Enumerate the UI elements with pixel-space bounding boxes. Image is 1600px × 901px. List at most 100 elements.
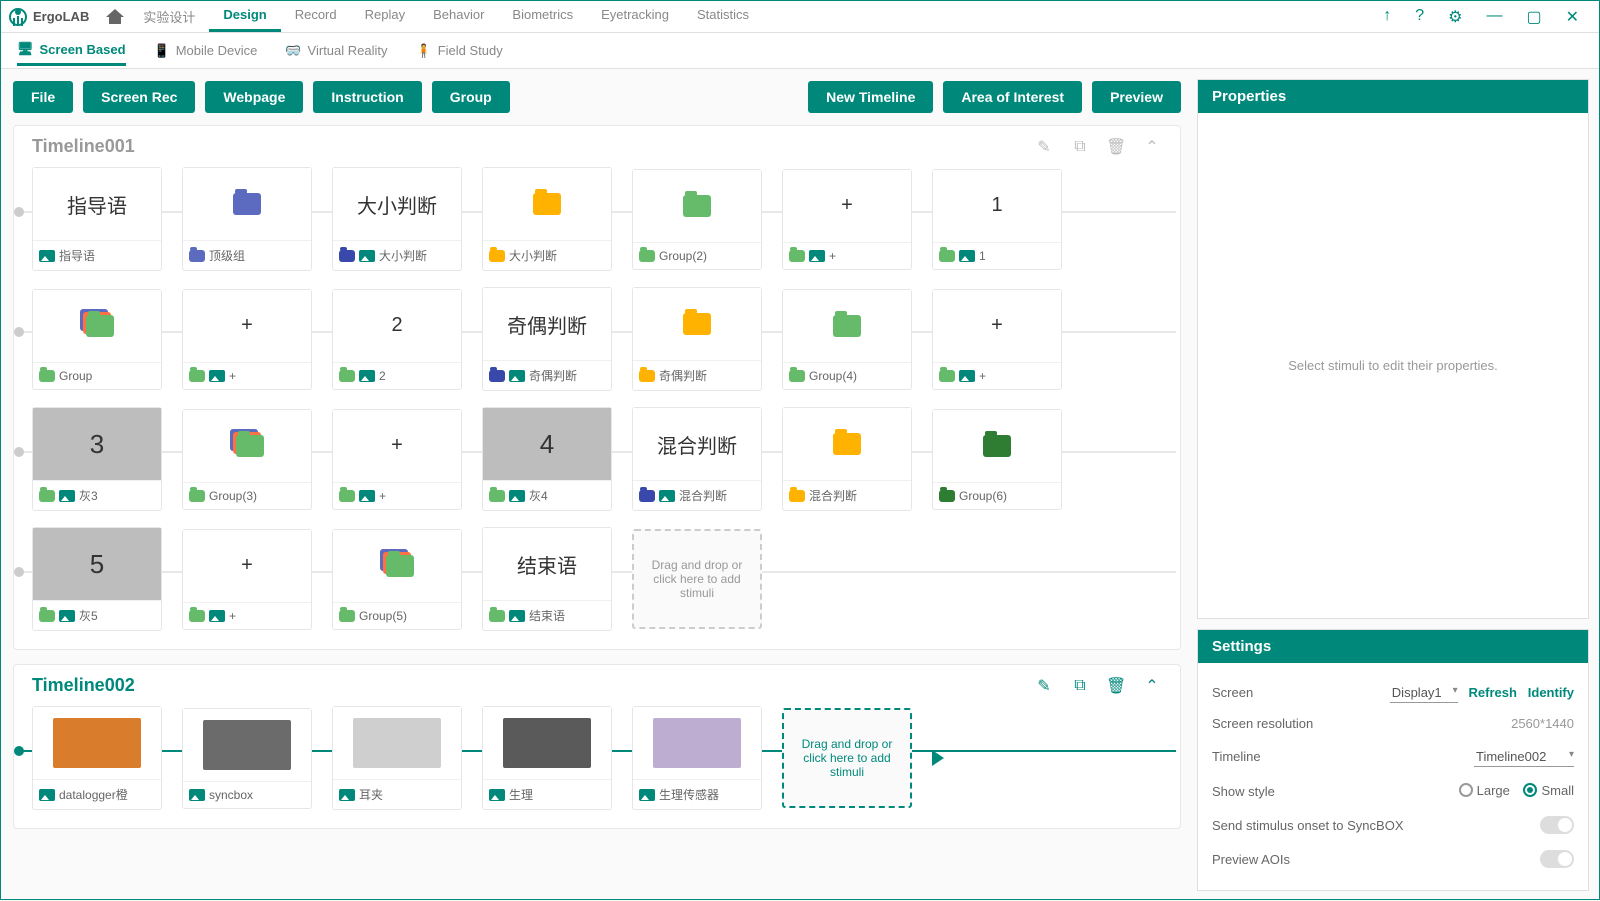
folder-icon [39,610,55,622]
stimulus-card[interactable]: Group(2) [632,169,762,270]
duplicate-icon[interactable]: ⧉ [1070,138,1090,156]
image-icon [189,789,205,801]
stimulus-card[interactable]: 顶级组 [182,167,312,271]
screen-label: Screen [1212,685,1253,700]
menu-item-replay[interactable]: Replay [351,1,419,32]
subtab-screen-based[interactable]: 🖥Screen Based [17,35,126,66]
stimulus-card[interactable]: Group(6) [932,409,1062,510]
card-label: 奇偶判断 [529,367,577,384]
instruction-button[interactable]: Instruction [313,81,421,113]
stimulus-card[interactable]: 混合判断 [782,407,912,511]
screen-rec-button[interactable]: Screen Rec [83,81,195,113]
folder-icon [339,250,355,262]
card-label: 灰3 [79,487,98,504]
stimulus-card[interactable]: 结束语结束语 [482,527,612,631]
preview-button[interactable]: Preview [1092,81,1181,113]
timeline-select[interactable]: Timeline002 [1474,747,1574,767]
stimulus-card[interactable]: 奇偶判断 [632,287,762,391]
image-icon [489,789,505,801]
stimulus-card[interactable]: 耳夹 [332,706,462,810]
card-label: datalogger橙 [59,786,128,803]
subtab-field-study[interactable]: 🧍Field Study [416,37,503,65]
syncbox-toggle[interactable] [1540,816,1574,834]
image-icon [209,610,225,622]
stimulus-card[interactable]: 生理传感器 [632,706,762,810]
folder-icon [833,433,861,455]
folder-icon [639,370,655,382]
menu-item-statistics[interactable]: Statistics [683,1,763,32]
stimulus-card[interactable]: Group(3) [182,409,312,510]
new-timeline-button[interactable]: New Timeline [808,81,933,113]
preview-aoi-toggle[interactable] [1540,850,1574,868]
collapse-icon[interactable]: ⌃ [1142,137,1162,157]
help-icon[interactable]: ? [1415,7,1424,27]
stimulus-card[interactable]: 5灰5 [32,527,162,631]
timeline-row: 指导语指导语顶级组大小判断大小判断大小判断Group(2)++11 [32,167,1162,271]
resolution-value: 2560*1440 [1511,716,1574,731]
menu-item-record[interactable]: Record [281,1,351,32]
stimulus-card[interactable]: ++ [182,529,312,630]
stimulus-card[interactable]: 大小判断大小判断 [332,167,462,271]
style-large-radio[interactable]: Large [1459,783,1510,798]
drop-target[interactable]: Drag and drop or click here to add stimu… [632,529,762,629]
app-logo [9,8,27,26]
folder-icon [339,490,355,502]
subtab-virtual-reality[interactable]: 🥽Virtual Reality [285,37,387,65]
card-label: 奇偶判断 [659,367,707,384]
menu-item-实验设计[interactable]: 实验设计 [129,1,209,32]
stimulus-card[interactable]: syncbox [182,708,312,809]
menu-item-eyetracking[interactable]: Eyetracking [587,1,683,32]
collapse-icon[interactable]: ⌃ [1142,676,1162,696]
minimize-icon[interactable]: — [1486,7,1502,27]
upload-icon[interactable]: ↑ [1383,7,1391,27]
stimulus-card[interactable]: 11 [932,169,1062,270]
stimulus-card[interactable]: ++ [182,289,312,390]
stimulus-card[interactable]: 奇偶判断奇偶判断 [482,287,612,391]
thumbnail [353,718,441,768]
stimulus-card[interactable]: 22 [332,289,462,390]
subtab-mobile-device[interactable]: 📱Mobile Device [154,37,258,65]
stimulus-card[interactable]: ++ [332,409,462,510]
stimulus-card[interactable]: 4灰4 [482,407,612,511]
stimulus-card[interactable]: Group(5) [332,529,462,630]
area-of-interest-button[interactable]: Area of Interest [943,81,1082,113]
folder-icon [189,250,205,262]
maximize-icon[interactable]: ▢ [1526,7,1541,27]
edit-icon[interactable]: ✎ [1034,137,1054,157]
edit-icon[interactable]: ✎ [1034,676,1054,696]
gear-icon[interactable]: ⚙ [1448,7,1462,27]
webpage-button[interactable]: Webpage [205,81,303,113]
group-button[interactable]: Group [432,81,510,113]
stimulus-card[interactable]: Group [32,289,162,390]
refresh-link[interactable]: Refresh [1469,685,1517,700]
stimulus-card[interactable]: 大小判断 [482,167,612,271]
style-small-radio[interactable]: Small [1523,783,1574,798]
timeline-title: Timeline002 [32,675,135,696]
image-icon [359,250,375,262]
delete-icon[interactable]: 🗑 [1106,676,1126,696]
stimulus-card[interactable]: 混合判断混合判断 [632,407,762,511]
stimulus-card[interactable]: 3灰3 [32,407,162,511]
duplicate-icon[interactable]: ⧉ [1070,677,1090,695]
stimulus-card[interactable]: 指导语指导语 [32,167,162,271]
file-button[interactable]: File [13,81,73,113]
stimulus-card[interactable]: 生理 [482,706,612,810]
home-icon[interactable] [107,10,123,24]
stimulus-card[interactable]: ++ [932,289,1062,390]
identify-link[interactable]: Identify [1528,685,1574,700]
drop-target[interactable]: Drag and drop or click here to add stimu… [782,708,912,808]
menu-item-behavior[interactable]: Behavior [419,1,498,32]
image-icon [509,610,525,622]
stimulus-card[interactable]: ++ [782,169,912,270]
canvas-column: File Screen Rec Webpage Instruction Group Ne… [1,69,1197,901]
screen-select[interactable]: Display1 [1390,683,1458,703]
delete-icon[interactable]: 🗑 [1106,137,1126,157]
row-start-dot [14,746,24,756]
close-icon[interactable]: ✕ [1566,7,1579,27]
stimulus-card[interactable]: Group(4) [782,289,912,390]
menu-item-biometrics[interactable]: Biometrics [498,1,587,32]
menu-item-design[interactable]: Design [209,1,280,32]
subtab-icon: 🧍 [416,43,432,59]
stimulus-card[interactable]: datalogger橙 [32,706,162,810]
card-label: 生理传感器 [659,786,719,803]
